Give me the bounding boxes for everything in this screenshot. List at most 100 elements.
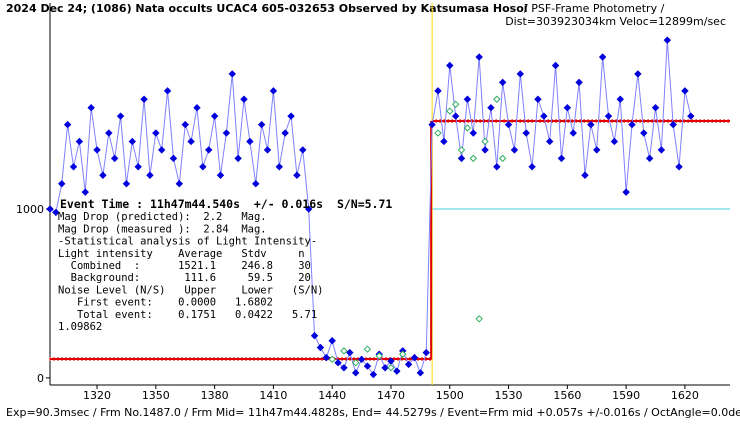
data-point <box>363 362 372 370</box>
data-point <box>58 179 66 188</box>
data-point <box>481 146 489 154</box>
data-point <box>645 154 654 163</box>
data-point <box>193 103 201 112</box>
data-point <box>416 369 425 377</box>
data-point <box>363 345 372 353</box>
data-point <box>375 352 383 360</box>
data-point <box>310 331 319 340</box>
y-tick-label: 1000 <box>16 203 44 216</box>
data-point <box>640 129 648 137</box>
data-point <box>93 146 101 154</box>
data-point <box>516 70 525 78</box>
data-point <box>557 154 566 163</box>
data-point <box>422 348 430 357</box>
annotation: Combined : 1521.1 246.8 30 <box>58 260 311 272</box>
data-point <box>322 353 331 362</box>
data-point <box>81 188 89 196</box>
chart-title: 2024 Dec 24; (1086) Nata occults UCAC4 6… <box>6 2 528 15</box>
data-point <box>152 129 160 137</box>
annotation: Background: 111.6 59.5 20 <box>58 272 311 284</box>
data-point <box>63 120 72 129</box>
data-point <box>628 120 636 129</box>
data-point <box>387 364 395 372</box>
data-point <box>110 154 119 163</box>
data-point <box>675 163 683 171</box>
data-point <box>604 112 613 120</box>
data-point <box>551 61 560 70</box>
data-point <box>351 369 360 377</box>
data-point <box>157 146 166 154</box>
data-point <box>446 107 454 115</box>
annotation: Mag Drop (predicted): 2.2 Mag. <box>58 211 267 223</box>
data-point <box>669 120 677 129</box>
data-point <box>257 120 266 129</box>
x-tick-label: 1620 <box>671 389 699 402</box>
data-point <box>75 137 84 146</box>
data-point <box>340 364 348 372</box>
data-point <box>87 103 95 112</box>
subtitle: / PSF-Frame Photometry / <box>524 2 665 15</box>
data-point <box>299 146 307 154</box>
data-point <box>451 112 460 120</box>
data-point <box>99 171 107 179</box>
data-point <box>587 120 595 129</box>
data-point <box>116 112 125 120</box>
data-point <box>393 367 401 375</box>
data-point <box>404 360 413 369</box>
data-point <box>222 129 231 137</box>
data-point <box>434 87 442 95</box>
subtitle: Dist=303923034km Veloc=12899m/sec <box>505 15 726 28</box>
data-point <box>122 179 131 188</box>
data-point <box>534 95 542 103</box>
data-point <box>469 129 477 137</box>
data-point <box>181 120 189 129</box>
data-point <box>46 205 54 213</box>
data-point <box>681 87 689 95</box>
data-point <box>228 70 236 78</box>
data-point <box>451 100 460 109</box>
data-point <box>293 171 301 179</box>
annotation: 1.09862 <box>58 321 102 333</box>
x-tick-label: 1590 <box>612 389 640 402</box>
data-point <box>546 137 554 146</box>
x-tick-label: 1410 <box>259 389 287 402</box>
data-point <box>657 146 666 154</box>
data-point <box>440 137 448 146</box>
data-point <box>493 95 501 103</box>
series-line <box>49 40 692 376</box>
data-point <box>463 124 472 132</box>
data-point <box>569 129 577 137</box>
data-point <box>428 120 436 129</box>
data-point <box>663 36 671 44</box>
data-point <box>498 78 507 87</box>
data-point <box>610 137 619 146</box>
annotation: Light intensity Average Stdv n <box>58 248 305 260</box>
data-point <box>199 163 207 171</box>
data-point <box>263 146 272 154</box>
x-tick-label: 1470 <box>377 389 405 402</box>
data-point <box>616 95 624 103</box>
data-point <box>346 348 354 357</box>
annotation: Event Time : 11h47m44.540s +/- 0.016s S/… <box>60 197 392 211</box>
data-point <box>287 112 295 120</box>
data-point <box>510 146 519 154</box>
data-point <box>593 146 601 154</box>
annotation: Mag Drop (measured ): 2.84 Mag. <box>58 223 267 235</box>
data-point <box>457 146 466 154</box>
x-tick-label: 1440 <box>318 389 346 402</box>
data-point <box>651 103 660 112</box>
data-point <box>475 315 483 323</box>
data-point <box>169 154 178 163</box>
data-point <box>369 370 378 379</box>
data-point <box>381 364 389 372</box>
data-point <box>446 61 454 70</box>
annotation: -Statistical analysis of Light Intensity… <box>58 236 317 248</box>
data-point <box>234 154 242 163</box>
data-point <box>205 146 213 154</box>
data-point <box>563 103 572 112</box>
data-point <box>340 347 348 355</box>
data-point <box>481 137 489 146</box>
data-point <box>216 171 225 179</box>
